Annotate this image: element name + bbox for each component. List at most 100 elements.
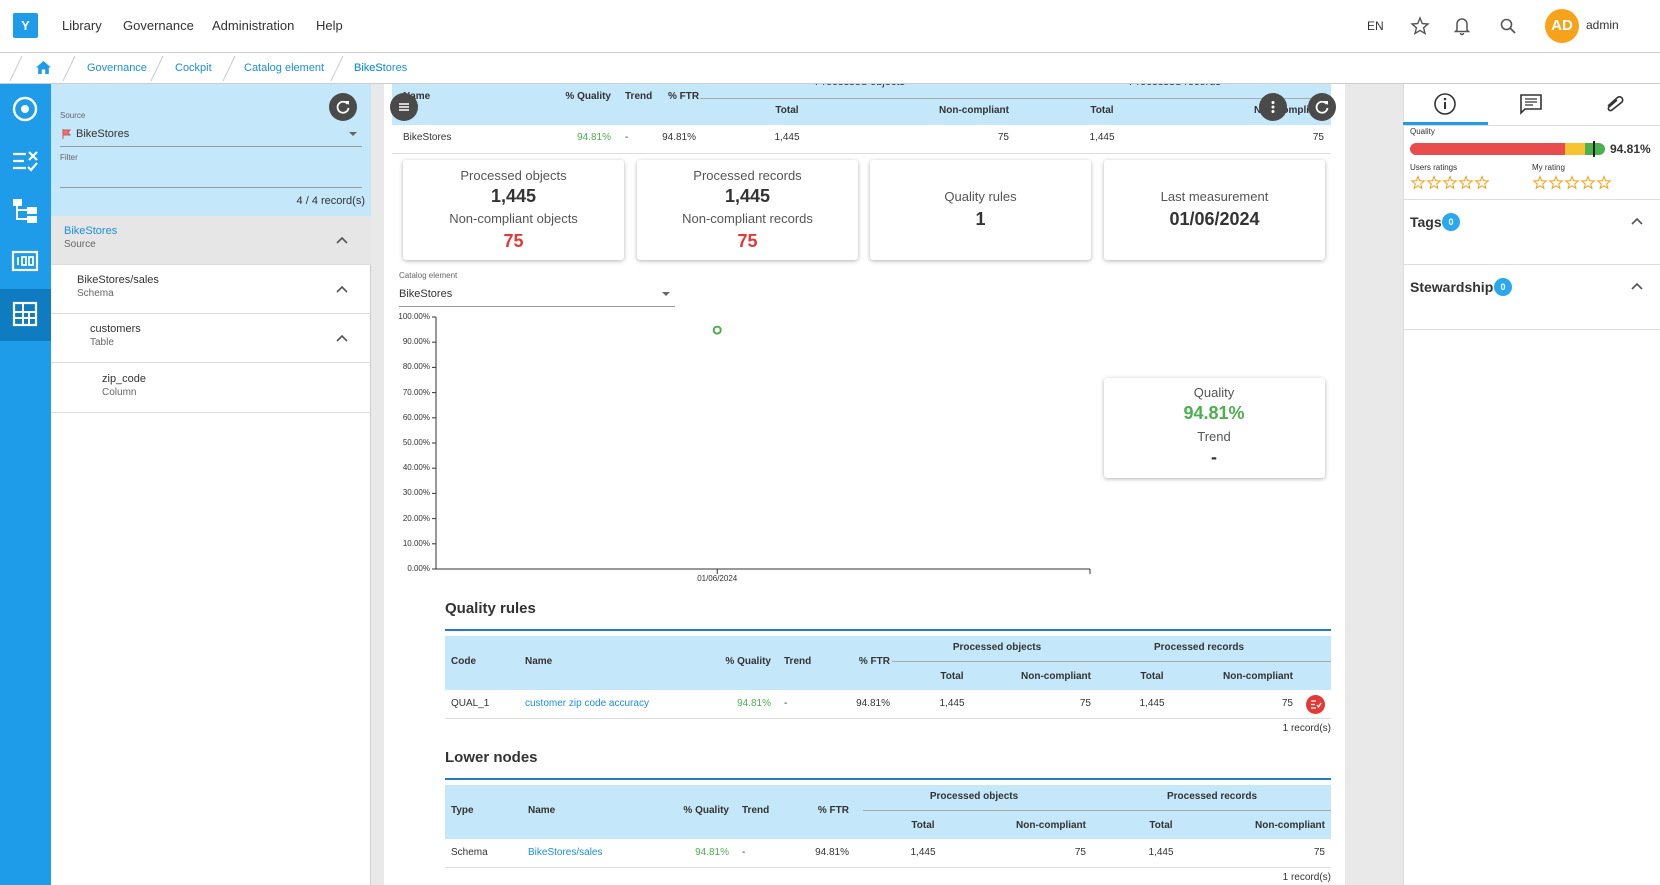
column-header: Non-compliant — [1021, 671, 1091, 682]
y-tick-label: 70.00% — [402, 387, 430, 397]
tree-label[interactable]: BikeStores/sales — [77, 274, 159, 286]
y-tick-label: 40.00% — [402, 463, 430, 473]
y-tick-label: 20.00% — [402, 513, 430, 523]
tree-item[interactable] — [51, 364, 371, 413]
badge-count: 0 — [1448, 217, 1454, 227]
menu-item[interactable]: Administration — [212, 18, 295, 33]
sidebar-icon[interactable] — [12, 197, 38, 223]
sidebar — [0, 84, 51, 885]
tree-label[interactable]: customers — [90, 323, 141, 335]
menu-item[interactable]: Help — [316, 18, 343, 33]
divider — [1403, 329, 1660, 330]
count-badge — [1494, 278, 1512, 296]
y-tick-label: 50.00% — [402, 438, 430, 447]
group-header: Processed records — [1166, 791, 1258, 802]
divider — [1403, 264, 1660, 265]
table-cell: 1,445 — [1139, 698, 1165, 709]
select-value[interactable]: BikeStores — [399, 288, 453, 300]
right-panel — [1403, 84, 1660, 885]
table-cell: - — [784, 698, 788, 709]
table-cell: 94.81% — [662, 132, 696, 143]
group-header: Processed records — [1153, 642, 1245, 653]
x-tick-label: 01/06/2024 — [697, 574, 738, 583]
icon-button[interactable] — [329, 93, 357, 121]
card-value: 94.81% — [1183, 403, 1245, 423]
column-header: Total — [775, 105, 799, 116]
collapse-icon[interactable] — [1629, 280, 1645, 292]
tree-type: Column — [102, 387, 137, 398]
tree-item[interactable] — [51, 314, 371, 363]
source-value[interactable]: BikeStores — [76, 128, 130, 140]
tree-label[interactable]: BikeStores — [64, 225, 118, 237]
table-cell: 1,445 — [1148, 847, 1174, 858]
kpi-label: Quality rules — [944, 189, 1017, 204]
column-header: % FTR — [858, 656, 890, 667]
breadcrumb-item[interactable]: BikeStores — [354, 62, 408, 74]
sidebar-icon[interactable] — [12, 301, 38, 327]
comment-tab-icon[interactable] — [1520, 94, 1542, 115]
kpi-label: Last measurement — [1160, 189, 1269, 204]
menu-item[interactable]: Governance — [123, 18, 194, 33]
divider — [1593, 141, 1595, 157]
avatar[interactable] — [1545, 9, 1579, 43]
sidebar-icon[interactable] — [12, 148, 38, 174]
table-header — [392, 84, 1331, 125]
record-count: 4 / 4 record(s) — [296, 195, 365, 207]
table-header — [445, 636, 1331, 690]
button-icon — [1271, 101, 1275, 113]
count-badge — [1442, 213, 1460, 231]
icon-button[interactable] — [1308, 93, 1336, 121]
kpi-label: Processed objects — [460, 168, 567, 183]
info-tab-icon[interactable] — [1434, 93, 1456, 115]
divider — [1403, 122, 1488, 125]
sidebar-icon[interactable] — [12, 96, 38, 122]
divider — [1403, 125, 1660, 126]
star-icon[interactable] — [1410, 16, 1430, 35]
collapse-icon[interactable] — [334, 332, 350, 344]
tree-item[interactable] — [51, 216, 371, 265]
tree-label[interactable]: zip_code — [102, 373, 147, 385]
group-header: Processed objects — [929, 791, 1019, 802]
row-action[interactable] — [1306, 695, 1325, 714]
section-title[interactable]: Tags — [1410, 214, 1442, 230]
menu-item[interactable]: Library — [62, 18, 102, 33]
collapse-icon[interactable] — [334, 283, 350, 295]
breadcrumb-item[interactable]: Cockpit — [175, 62, 212, 74]
attachment-tab-icon[interactable] — [1604, 96, 1626, 112]
table-cell[interactable]: BikeStores/sales — [528, 847, 603, 858]
column-header: % Quality — [725, 656, 771, 667]
kpi-sub-value: 75 — [737, 231, 758, 251]
column-header: Total — [1149, 820, 1173, 831]
column-header: Total — [940, 671, 964, 682]
language[interactable]: EN — [1367, 19, 1384, 33]
column-header: % FTR — [668, 91, 700, 102]
sidebar-icon[interactable] — [11, 249, 39, 275]
search-icon[interactable] — [1500, 18, 1518, 36]
breadcrumb-item[interactable]: Governance — [87, 62, 147, 74]
user-name[interactable]: admin — [1586, 18, 1619, 32]
table-cell: 1,445 — [910, 847, 936, 858]
table-cell: 75 — [1281, 698, 1293, 709]
tree-item[interactable] — [51, 265, 371, 314]
column-header: Type — [451, 805, 474, 816]
table-cell: - — [625, 132, 629, 143]
separator — [150, 55, 164, 82]
breadcrumb-item[interactable]: Catalog element — [244, 62, 325, 74]
divider — [445, 718, 1331, 719]
dropdown-caret[interactable] — [662, 292, 670, 296]
bell-icon[interactable] — [1453, 16, 1471, 36]
divider — [863, 810, 1331, 811]
collapse-icon[interactable] — [334, 234, 350, 246]
column-header: Name — [528, 805, 556, 816]
dropdown-caret[interactable] — [349, 132, 357, 136]
section-title[interactable]: Stewardship — [1410, 279, 1494, 295]
my-rating-stars[interactable] — [1532, 174, 1612, 191]
column-header: % FTR — [817, 805, 849, 816]
field-label: Quality — [1410, 127, 1435, 136]
table-cell: BikeStores — [403, 132, 452, 143]
quality-bar-green — [1585, 143, 1605, 155]
badge-count: 0 — [1500, 282, 1506, 292]
home-icon[interactable] — [36, 61, 51, 74]
collapse-icon[interactable] — [1629, 215, 1645, 227]
table-cell[interactable]: customer zip code accuracy — [525, 698, 649, 709]
